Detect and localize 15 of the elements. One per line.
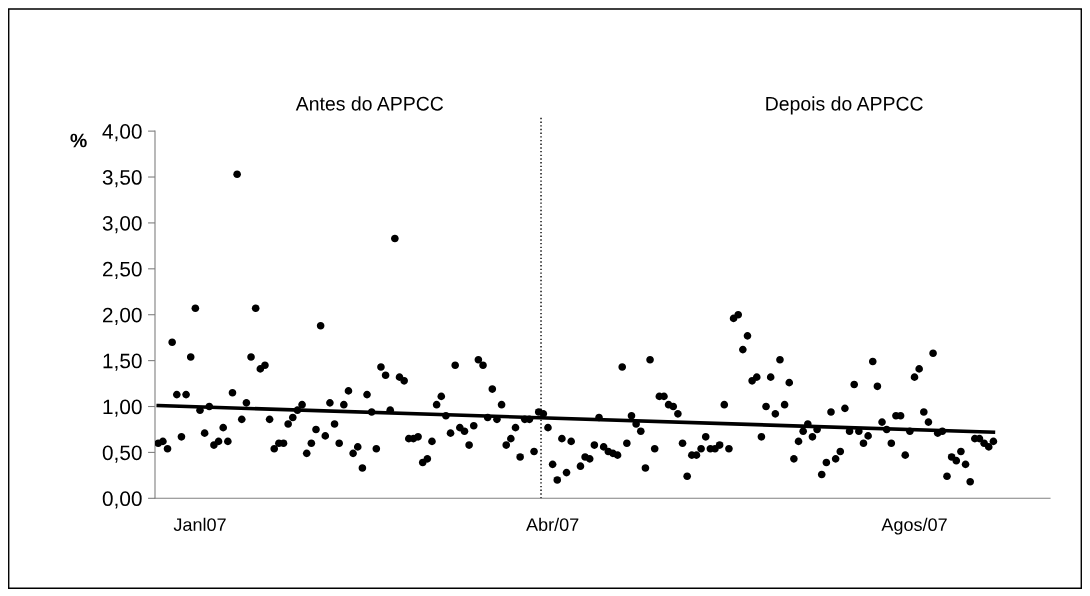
x-tick-label: Janl07 <box>173 517 226 532</box>
y-tick-label: 3,50 <box>102 170 142 188</box>
y-tick-label: 1,50 <box>103 353 142 371</box>
y-tick-label: 2,50 <box>103 261 142 280</box>
x-tick-label: Agos/07 <box>881 517 947 535</box>
y-tick-label: 3,00 <box>102 215 142 234</box>
text: Depois do APPCC <box>766 96 923 115</box>
x-tick-label: Abr/07 <box>526 517 579 532</box>
y-axis-title: % <box>70 133 87 148</box>
text: Antes do APPCC <box>295 96 444 111</box>
y-tick-label: 0,50 <box>102 445 142 463</box>
y-tick-label: 1,00 <box>103 399 142 417</box>
y-tick-label: 4,00 <box>102 124 142 142</box>
y-tick-label: 0,00 <box>102 491 142 509</box>
y-tick-label: 2,00 <box>103 307 142 325</box>
